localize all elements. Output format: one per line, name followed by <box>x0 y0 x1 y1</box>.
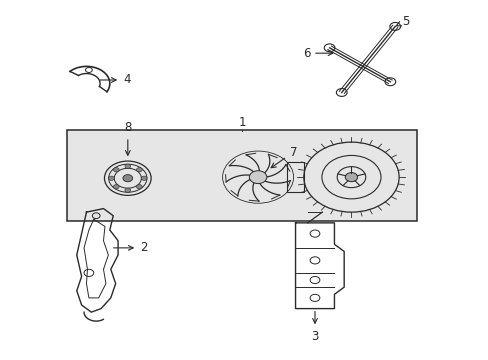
Circle shape <box>113 185 119 189</box>
Circle shape <box>124 164 130 168</box>
Circle shape <box>124 188 130 192</box>
Circle shape <box>345 172 357 182</box>
Bar <box>286 162 303 192</box>
Text: 5: 5 <box>396 14 409 27</box>
Circle shape <box>113 168 119 172</box>
Text: 8: 8 <box>124 121 131 155</box>
Circle shape <box>249 171 266 184</box>
Text: 6: 6 <box>302 47 332 60</box>
Text: 3: 3 <box>311 311 318 343</box>
Text: 4: 4 <box>100 73 130 86</box>
Bar <box>67 130 416 221</box>
Circle shape <box>141 176 147 180</box>
Circle shape <box>108 176 114 180</box>
Text: 1: 1 <box>238 116 245 129</box>
Circle shape <box>122 175 132 182</box>
Circle shape <box>136 168 142 172</box>
Circle shape <box>136 185 142 189</box>
Text: 7: 7 <box>270 146 297 168</box>
Text: 2: 2 <box>113 241 147 255</box>
